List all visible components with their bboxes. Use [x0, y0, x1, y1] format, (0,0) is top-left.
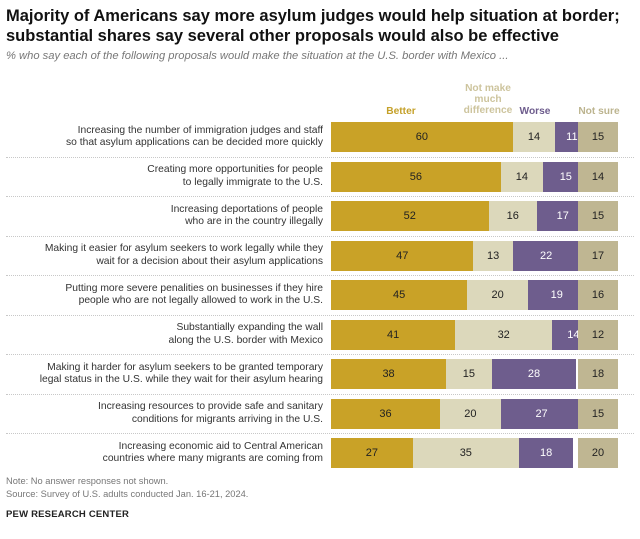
- worse-bar: 19: [527, 280, 586, 310]
- no-difference-bar: 13: [473, 240, 513, 271]
- not-sure-bar: 16: [578, 280, 618, 310]
- category-label-line: wait for a decision about their asylum a…: [96, 255, 323, 267]
- chart-row: Creating more opportunities for people to…: [0, 158, 640, 196]
- better-bar: 56: [331, 161, 501, 192]
- category-label: Increasing deportations of people who are…: [6, 197, 323, 235]
- category-label: Substantially expanding the wall along th…: [6, 316, 323, 354]
- category-label-line: Increasing deportations of people: [170, 203, 323, 215]
- no-difference-bar: 14: [500, 161, 544, 192]
- category-label-line: legal status in the U.S. while they wait…: [39, 374, 323, 385]
- not-sure-bar: 15: [578, 398, 618, 429]
- chart-subtitle: % who say each of the following proposal…: [6, 50, 509, 62]
- chart-row: Putting more severe penalities on busine…: [0, 276, 640, 314]
- category-label-line: conditions for migrants arriving in the …: [131, 413, 323, 425]
- category-label: Increasing economic aid to Central Ameri…: [6, 434, 323, 472]
- category-label-line: Increasing resources to provide safe and…: [98, 401, 323, 412]
- not-sure-bar: 18: [578, 359, 618, 389]
- organization-name: PEW RESEARCH CENTER: [6, 509, 130, 520]
- category-label-line: along the U.S. border with Mexico: [168, 334, 323, 346]
- chart-row: Increasing economic aid to Central Ameri…: [0, 434, 640, 472]
- legend-worse: Worse: [519, 106, 551, 117]
- no-difference-bar: 20: [467, 280, 528, 310]
- chart-row: Substantially expanding the wall along th…: [0, 316, 640, 354]
- row-divider: [6, 275, 634, 276]
- no-difference-bar: 14: [512, 122, 556, 152]
- better-bar: 38: [331, 359, 447, 389]
- not-sure-bar: 12: [578, 319, 618, 350]
- category-label-line: Making it easier for asylum seekers to w…: [44, 243, 323, 254]
- not-sure-bar: 14: [578, 161, 618, 192]
- not-sure-bar: 20: [578, 438, 618, 468]
- worse-bar: 22: [512, 240, 580, 271]
- better-bar: 45: [331, 280, 468, 310]
- category-label-line: Increasing economic aid to Central Ameri…: [118, 440, 323, 452]
- row-divider: [6, 156, 634, 158]
- legend-no-difference-line: Not make: [465, 83, 511, 94]
- category-label-line: countries where many migrants are coming…: [102, 453, 323, 464]
- better-bar: 27: [331, 438, 413, 468]
- row-divider: [6, 433, 634, 434]
- category-label-line: Substantially expanding the wall: [176, 322, 323, 333]
- row-divider: [6, 196, 634, 197]
- not-sure-bar: 17: [578, 240, 618, 271]
- category-label: Creating more opportunities for people to…: [6, 158, 323, 196]
- category-label-line: people who are not legally allowed to wo…: [78, 295, 323, 306]
- category-label-line: Putting more severe penalities on busine…: [65, 282, 323, 294]
- row-divider: [6, 354, 634, 355]
- row-divider: [6, 235, 634, 237]
- category-label: Increasing resources to provide safe and…: [6, 395, 323, 433]
- category-label-line: who are in the country illegally: [185, 216, 323, 227]
- chart-row: Making it easier for asylum seekers to w…: [0, 237, 640, 275]
- category-label-line: so that asylum applications can be decid…: [66, 137, 323, 148]
- better-bar: 60: [331, 122, 513, 152]
- better-bar: 52: [331, 201, 489, 231]
- no-difference-bar: 35: [412, 438, 519, 468]
- better-bar: 41: [331, 319, 456, 350]
- category-label-line: Creating more opportunities for people: [147, 164, 323, 175]
- chart-row: Increasing resources to provide safe and…: [0, 395, 640, 433]
- no-difference-bar: 16: [488, 201, 538, 231]
- no-difference-bar: 20: [440, 398, 501, 429]
- not-sure-bar: 15: [578, 201, 618, 231]
- chart-row: Making it harder for asylum seekers to b…: [0, 355, 640, 393]
- category-label-line: to legally immigrate to the U.S.: [182, 176, 323, 188]
- category-label-line: Increasing the number of immigration jud…: [77, 124, 323, 136]
- chart-title: Majority of Americans say more asylum ju…: [6, 7, 620, 45]
- legend-not-sure: Not sure: [578, 106, 620, 117]
- worse-bar: 18: [518, 438, 574, 468]
- category-label: Putting more severe penalities on busine…: [6, 276, 323, 314]
- not-sure-bar: 15: [578, 122, 618, 152]
- no-difference-bar: 32: [455, 319, 553, 350]
- category-label: Making it easier for asylum seekers to w…: [6, 237, 323, 275]
- worse-bar: 28: [491, 359, 577, 389]
- category-label-line: Making it harder for asylum seekers to b…: [47, 361, 323, 373]
- better-bar: 36: [331, 398, 441, 429]
- better-bar: 47: [331, 240, 474, 271]
- row-divider: [6, 393, 634, 395]
- no-difference-bar: 15: [446, 359, 492, 389]
- legend-no-difference-line: much: [474, 94, 502, 105]
- legend-better: Better: [386, 106, 416, 117]
- worse-bar: 27: [500, 398, 583, 429]
- category-label: Increasing the number of immigration jud…: [6, 118, 323, 156]
- row-divider: [6, 314, 634, 316]
- category-label: Making it harder for asylum seekers to b…: [6, 355, 323, 393]
- source-text: Source: Survey of U.S. adults conducted …: [6, 489, 249, 499]
- legend-no-difference-line: difference: [463, 105, 513, 116]
- note-text: Note: No answer responses not shown.: [6, 476, 169, 486]
- legend-no-difference: Not make much difference: [455, 83, 521, 116]
- chart-row: Increasing the number of immigration jud…: [0, 118, 640, 156]
- chart-row: Increasing deportations of people who are…: [0, 197, 640, 235]
